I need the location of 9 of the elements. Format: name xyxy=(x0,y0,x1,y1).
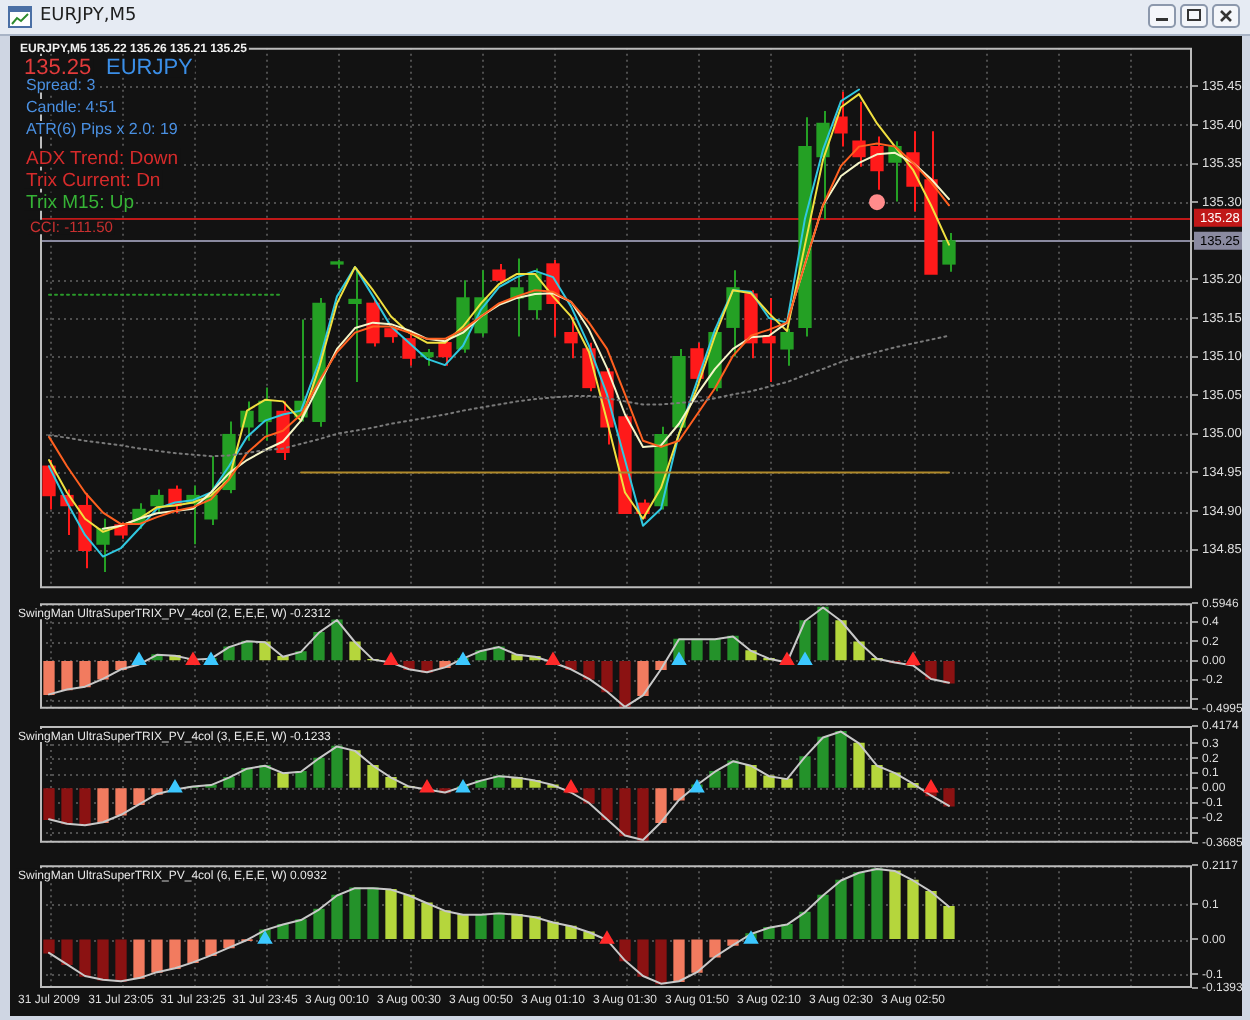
annotation: Candle: 4:51 xyxy=(26,98,118,116)
annotation: ATR(6) Pips x 2.0: 19 xyxy=(26,120,179,138)
annotation: ADX Trend: Down xyxy=(26,148,179,170)
annotation: Trix M15: Up xyxy=(26,192,135,214)
annotation: Spread: 3 xyxy=(26,76,97,94)
chart-title: EURJPY,M5 xyxy=(40,6,137,28)
annotation: Trix Current: Dn xyxy=(26,170,161,192)
annotation: EURJPY xyxy=(106,56,195,80)
annotation: 135.25 xyxy=(24,56,92,80)
